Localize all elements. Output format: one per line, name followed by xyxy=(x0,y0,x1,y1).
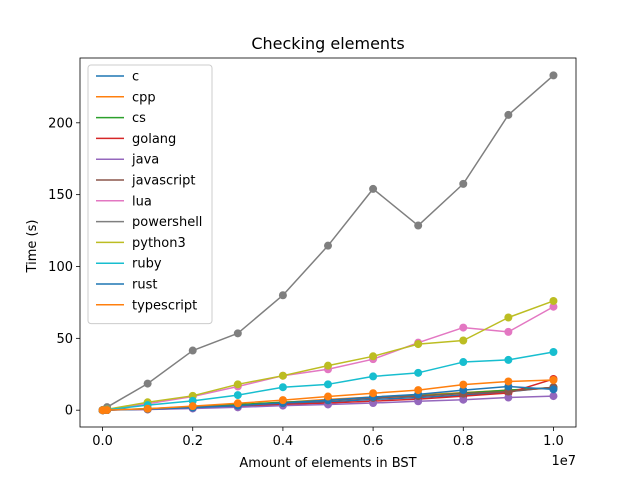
x-tick-label: 0.4 xyxy=(273,434,294,449)
data-point-python3 xyxy=(504,313,513,322)
data-point-lua xyxy=(459,323,468,332)
data-point-python3 xyxy=(414,340,423,349)
data-point-ruby xyxy=(233,391,242,400)
x-offset-label: 1e7 xyxy=(551,454,576,469)
y-axis-label: Time (s) xyxy=(25,220,40,274)
legend-label-lua: lua xyxy=(132,194,152,209)
legend-label-rust: rust xyxy=(132,278,157,293)
legend-label-ruby: ruby xyxy=(132,257,162,272)
data-point-python3 xyxy=(549,296,558,305)
plot-area: 0.0 0.2 0.4 0.6 0.8 1.0 0 50 100 150 200 xyxy=(48,57,577,449)
legend-label-cpp: cpp xyxy=(132,90,156,105)
data-point-powershell xyxy=(188,346,197,355)
data-point-rust xyxy=(549,385,558,394)
x-tick-label: 0.6 xyxy=(363,434,384,449)
data-point-ruby xyxy=(369,372,378,381)
legend-label-java: java xyxy=(131,153,159,168)
data-point-typescript xyxy=(233,399,242,408)
legend-label-powershell: powershell xyxy=(132,215,202,230)
data-point-python3 xyxy=(324,361,332,370)
data-point-typescript xyxy=(103,406,112,415)
data-point-powershell xyxy=(324,241,332,250)
legend-label-typescript: typescript xyxy=(132,298,197,313)
legend-label-c: c xyxy=(132,70,139,85)
data-point-java xyxy=(459,395,468,404)
data-point-typescript xyxy=(369,389,378,398)
axes-frame xyxy=(79,57,577,428)
data-point-ruby xyxy=(324,380,332,389)
x-tick-label: 1.0 xyxy=(543,434,564,449)
data-point-powershell xyxy=(369,184,378,193)
data-point-powershell xyxy=(549,71,558,80)
data-point-python3 xyxy=(369,352,378,361)
data-point-typescript xyxy=(504,377,513,386)
data-point-ruby xyxy=(549,347,558,356)
data-point-python3 xyxy=(278,371,287,380)
data-point-typescript xyxy=(549,376,558,385)
data-point-ruby xyxy=(414,368,423,377)
x-tick-label: 0.0 xyxy=(92,434,113,449)
data-point-typescript xyxy=(143,404,152,413)
data-point-typescript xyxy=(414,386,423,395)
data-point-powershell xyxy=(233,329,242,338)
data-point-powershell xyxy=(414,221,423,230)
data-point-typescript xyxy=(324,392,332,401)
legend-box xyxy=(87,64,213,325)
data-point-powershell xyxy=(504,110,513,119)
legend: c cpp cs golang java javascript lua powershell p… xyxy=(87,64,213,325)
series-typescript xyxy=(98,376,558,415)
data-point-typescript xyxy=(278,396,287,405)
chart-title: Checking elements xyxy=(251,34,404,53)
y-tick-label: 100 xyxy=(48,260,73,275)
data-point-python3 xyxy=(233,380,242,389)
data-point-typescript xyxy=(188,402,197,411)
legend-label-golang: golang xyxy=(132,132,176,147)
data-point-ruby xyxy=(278,383,287,392)
data-point-java xyxy=(549,392,558,401)
data-point-ruby xyxy=(459,358,468,367)
data-point-lua xyxy=(504,327,513,336)
legend-label-javascript: javascript xyxy=(131,174,195,189)
legend-label-cs: cs xyxy=(132,111,146,126)
data-point-java xyxy=(504,393,513,402)
y-tick-label: 200 xyxy=(48,116,73,131)
data-point-ruby xyxy=(504,355,513,364)
data-point-lua xyxy=(549,302,558,311)
data-point-powershell xyxy=(278,291,287,300)
data-point-powershell xyxy=(459,179,468,188)
y-tick-label: 0 xyxy=(65,404,73,419)
x-axis-label: Amount of elements in BST xyxy=(239,456,416,471)
data-point-python3 xyxy=(459,336,468,345)
x-tick-label: 0.8 xyxy=(453,434,474,449)
x-tick-label: 0.2 xyxy=(182,434,203,449)
y-tick-label: 150 xyxy=(48,188,73,203)
data-point-powershell xyxy=(143,379,152,388)
data-point-typescript xyxy=(459,380,468,389)
legend-label-python3: python3 xyxy=(132,236,186,251)
y-tick-label: 50 xyxy=(56,332,73,347)
